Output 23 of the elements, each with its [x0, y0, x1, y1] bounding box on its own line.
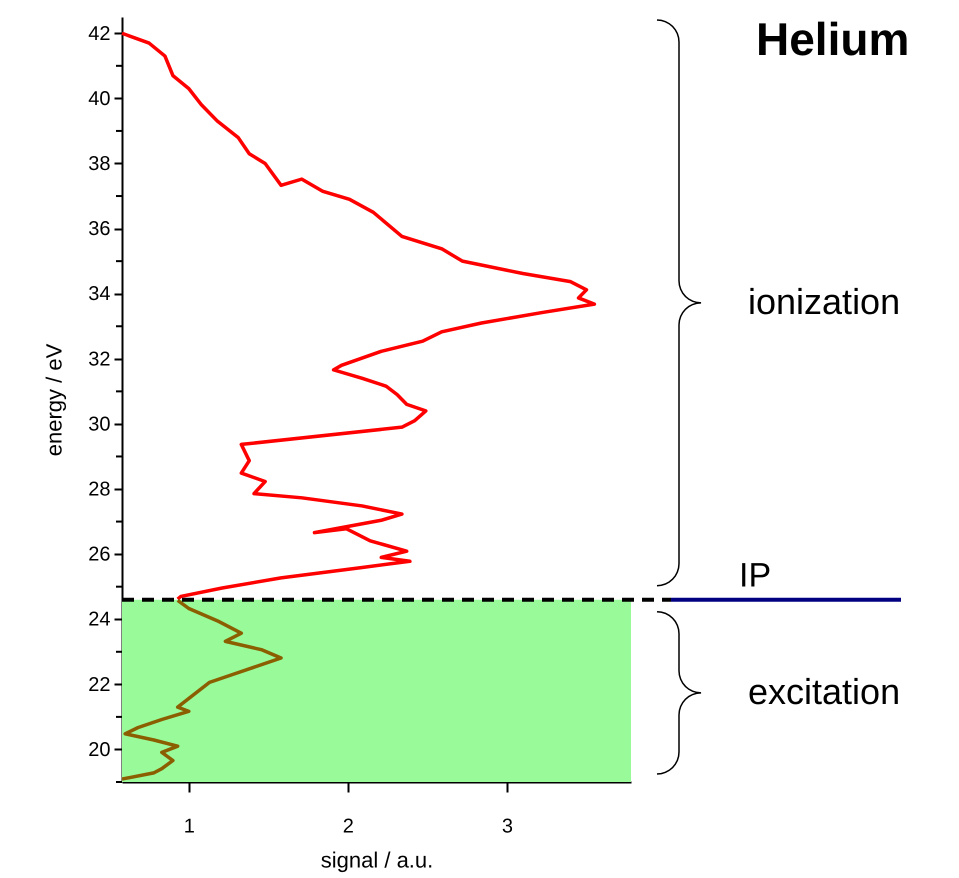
y-tick-label: 28	[88, 478, 110, 501]
line-series	[120, 598, 283, 781]
y-tick-label: 24	[88, 608, 110, 631]
y-tick-label: 38	[88, 152, 110, 175]
text: excitation	[748, 670, 900, 712]
text: ionization	[748, 280, 900, 322]
x-axis-title: signal / a.u.	[320, 848, 434, 872]
y-tick-label: 30	[88, 413, 110, 436]
y-tick-label: 40	[88, 88, 110, 110]
x-tick-label: 2	[342, 816, 354, 838]
y-tick-label: 22	[88, 674, 110, 696]
x-tick-label: 1	[184, 816, 195, 838]
y-tick-label: 26	[88, 544, 110, 566]
y-tick-label: 42	[88, 22, 110, 45]
y-tick-label: 34	[88, 283, 110, 306]
y-tick-label: 32	[88, 348, 110, 370]
y-tick-label: 20	[88, 738, 110, 761]
ref-line-label: IP	[739, 556, 772, 595]
text: Helium	[756, 13, 910, 65]
y-tick-label: 36	[88, 218, 110, 240]
y-axis-title: energy / eV	[41, 343, 66, 456]
line-series	[120, 32, 596, 601]
x-tick-label: 3	[502, 816, 513, 838]
